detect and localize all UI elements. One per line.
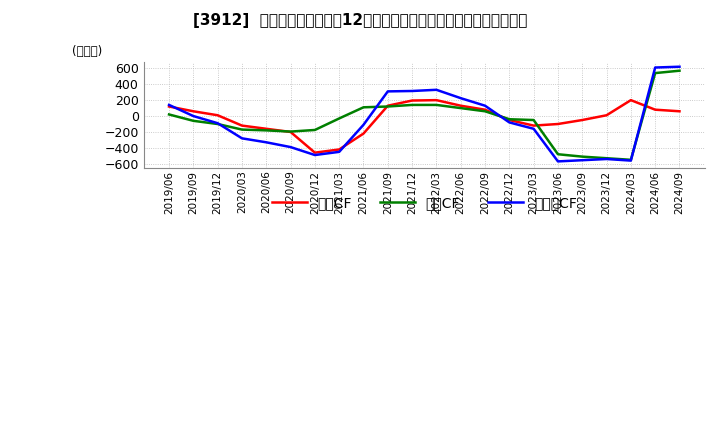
フリーCF xyxy=(335,149,343,154)
投資CF xyxy=(578,154,587,159)
投資CF xyxy=(213,121,222,127)
フリーCF xyxy=(505,120,513,125)
営業CF xyxy=(189,109,198,114)
営業CF xyxy=(675,109,684,114)
フリーCF xyxy=(384,89,392,94)
営業CF xyxy=(481,107,490,112)
営業CF xyxy=(456,103,465,108)
営業CF xyxy=(213,113,222,118)
フリーCF xyxy=(359,122,368,128)
フリーCF xyxy=(213,121,222,126)
営業CF xyxy=(262,126,271,132)
投資CF xyxy=(529,117,538,123)
フリーCF xyxy=(408,88,416,94)
投資CF xyxy=(165,112,174,117)
投資CF xyxy=(189,118,198,124)
Text: [3912]  キャッシュフローの12か月移動合計の対前年同期増減額の推移: [3912] キャッシュフローの12か月移動合計の対前年同期増減額の推移 xyxy=(193,13,527,28)
フリーCF xyxy=(675,64,684,70)
Line: 投資CF: 投資CF xyxy=(169,71,680,160)
フリーCF xyxy=(165,102,174,107)
投資CF xyxy=(675,68,684,73)
投資CF xyxy=(626,157,635,162)
営業CF xyxy=(165,104,174,109)
フリーCF xyxy=(602,156,611,161)
営業CF xyxy=(238,123,246,128)
投資CF xyxy=(359,105,368,110)
投資CF xyxy=(310,127,319,132)
投資CF xyxy=(651,70,660,76)
投資CF xyxy=(408,102,416,107)
フリーCF xyxy=(238,136,246,141)
営業CF xyxy=(651,107,660,112)
投資CF xyxy=(602,156,611,161)
投資CF xyxy=(505,117,513,122)
投資CF xyxy=(238,127,246,132)
フリーCF xyxy=(262,139,271,145)
営業CF xyxy=(384,103,392,108)
投資CF xyxy=(481,109,490,114)
投資CF xyxy=(456,106,465,111)
Legend: 営業CF, 投資CF, フリーCF: 営業CF, 投資CF, フリーCF xyxy=(266,191,582,216)
投資CF xyxy=(554,152,562,157)
営業CF xyxy=(408,98,416,103)
フリーCF xyxy=(287,144,295,150)
Line: 営業CF: 営業CF xyxy=(169,100,680,153)
投資CF xyxy=(287,129,295,134)
フリーCF xyxy=(432,87,441,92)
フリーCF xyxy=(189,114,198,119)
フリーCF xyxy=(626,158,635,163)
Y-axis label: (百万円): (百万円) xyxy=(72,45,102,58)
投資CF xyxy=(384,104,392,109)
フリーCF xyxy=(310,152,319,158)
営業CF xyxy=(432,98,441,103)
営業CF xyxy=(310,150,319,155)
フリーCF xyxy=(456,95,465,101)
フリーCF xyxy=(578,158,587,163)
投資CF xyxy=(335,116,343,121)
営業CF xyxy=(359,131,368,136)
営業CF xyxy=(505,117,513,123)
フリーCF xyxy=(529,126,538,132)
フリーCF xyxy=(481,103,490,108)
営業CF xyxy=(578,117,587,123)
フリーCF xyxy=(651,65,660,70)
営業CF xyxy=(335,147,343,152)
営業CF xyxy=(626,98,635,103)
営業CF xyxy=(602,113,611,118)
投資CF xyxy=(262,128,271,133)
投資CF xyxy=(432,102,441,107)
営業CF xyxy=(529,123,538,128)
Line: フリーCF: フリーCF xyxy=(169,67,680,161)
営業CF xyxy=(554,121,562,127)
営業CF xyxy=(287,129,295,135)
フリーCF xyxy=(554,159,562,164)
